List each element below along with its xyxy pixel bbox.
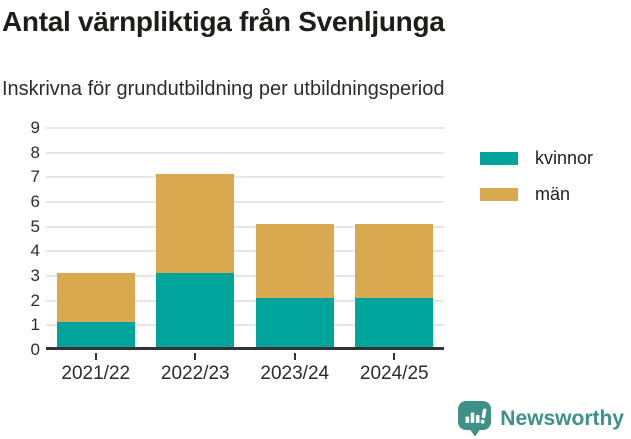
legend-item: kvinnor (480, 148, 593, 169)
y-tick-label: 1 (30, 315, 40, 335)
legend-label: kvinnor (535, 148, 594, 168)
x-tick-mark (393, 353, 396, 360)
x-tick-label: 2024/25 (359, 363, 429, 384)
bar-segment-kvinnor (56, 322, 135, 347)
stacked-bar (156, 174, 235, 347)
stacked-bar (255, 223, 334, 347)
stacked-bar (355, 223, 434, 347)
y-tick-label: 3 (30, 266, 40, 285)
gridline (46, 127, 444, 129)
legend-item: män (480, 184, 593, 205)
chart-title: Antal värnpliktiga från Svenljunga (2, 6, 445, 37)
y-tick-label: 5 (30, 216, 40, 236)
gridline (46, 324, 444, 327)
plot-area (46, 127, 444, 350)
legend-swatch (480, 152, 518, 165)
gridline (46, 225, 444, 228)
x-tick-label: 2023/24 (260, 363, 330, 384)
bar-column (46, 128, 146, 347)
x-axis-category: 2022/23 (146, 353, 246, 385)
gridline (46, 250, 444, 253)
gridline (46, 201, 444, 203)
bar-segment-kvinnor (156, 273, 235, 347)
chart-subtitle: Inskrivna för grundutbildning per utbild… (2, 78, 445, 100)
y-tick-label: 0 (30, 340, 40, 359)
x-axis-category: 2024/25 (345, 353, 445, 385)
y-tick-label: 7 (30, 167, 40, 187)
bar-segment-män (355, 223, 434, 298)
x-axis-category: 2023/24 (245, 353, 345, 385)
gridline (46, 275, 444, 277)
newsworthy-logo-text: Newsworthy (500, 406, 624, 430)
y-tick-label: 4 (30, 241, 40, 261)
stacked-bar (56, 273, 135, 347)
x-tick-label: 2022/23 (160, 363, 230, 384)
legend: kvinnor män (480, 148, 593, 220)
x-tick-mark (94, 353, 97, 360)
bar-segment-män (255, 223, 334, 298)
bar-column (345, 128, 445, 347)
bars-layer (46, 128, 444, 347)
bar-segment-män (56, 273, 135, 323)
newsworthy-logo-link[interactable]: Newsworthy (457, 400, 624, 437)
x-tick-mark (293, 353, 296, 360)
y-tick-label: 6 (30, 192, 40, 211)
gridline (46, 176, 444, 179)
y-axis: 0 1 2 3 4 5 6 7 8 9 (0, 118, 40, 359)
y-tick-label: 8 (30, 142, 40, 162)
newsworthy-logo-icon (457, 400, 493, 437)
legend-swatch (480, 188, 518, 201)
bar-column (146, 128, 246, 347)
y-tick-label: 2 (30, 290, 40, 310)
gridline (46, 151, 444, 154)
y-tick-label: 9 (30, 118, 40, 137)
bar-segment-kvinnor (355, 297, 434, 347)
bar-segment-män (156, 174, 235, 273)
bar-segment-kvinnor (255, 297, 334, 347)
x-tick-mark (194, 353, 197, 360)
bar-column (245, 128, 345, 347)
x-axis: 2021/22 2022/23 2023/24 2024/25 (46, 353, 444, 385)
gridline (46, 299, 444, 302)
x-tick-label: 2021/22 (61, 363, 131, 384)
legend-label: män (535, 184, 571, 204)
x-axis-category: 2021/22 (46, 353, 146, 385)
